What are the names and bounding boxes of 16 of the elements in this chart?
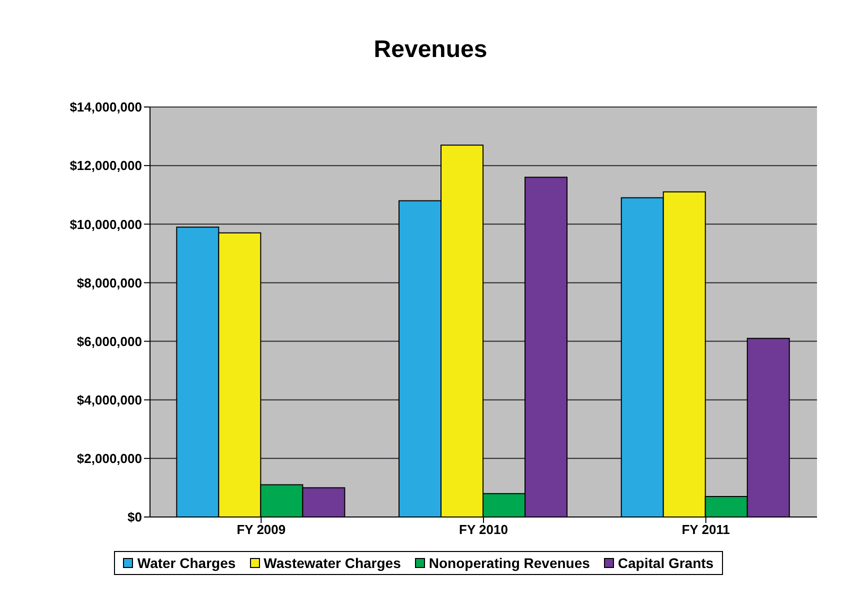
- y-tick-label: $2,000,000: [76, 451, 142, 466]
- legend-label: Wastewater Charges: [262, 555, 401, 571]
- y-tick-label: $6,000,000: [76, 334, 142, 349]
- y-tick-label: $12,000,000: [70, 158, 142, 174]
- legend-label: Water Charges: [136, 555, 236, 571]
- x-tick-label: FY 2011: [682, 522, 730, 538]
- y-tick-label: $14,000,000: [70, 100, 142, 115]
- x-tick-label: FY 2009: [236, 522, 286, 538]
- chart-title: Revenues: [372, 35, 488, 65]
- y-tick-label: $4,000,000: [76, 392, 142, 408]
- y-tick-label: $10,000,000: [70, 216, 142, 232]
- y-tick-label: $0: [128, 510, 142, 525]
- x-tick-label: FY 2010: [459, 522, 508, 538]
- y-tick-label: $8,000,000: [76, 275, 142, 290]
- legend-label: Capital Grants: [616, 555, 714, 571]
- legend-label: Nonoperating Revenues: [428, 555, 590, 571]
